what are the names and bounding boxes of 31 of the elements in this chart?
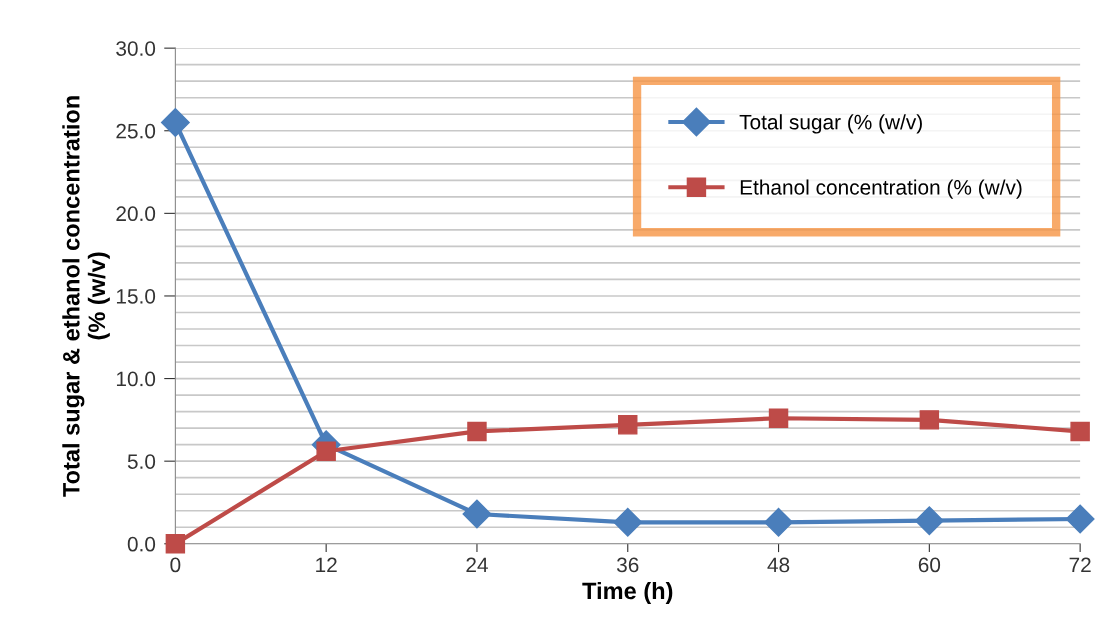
y-tick-label: 30.0: [116, 41, 156, 56]
y-tick-label: 25.0: [116, 123, 156, 139]
point: [618, 415, 638, 435]
point: [1065, 504, 1095, 534]
legend-label: Ethanol concentration (% (w/v): [740, 179, 1022, 199]
x-tick-label: 24: [466, 557, 488, 573]
y-axis-title: Total sugar & ethanol concentration (% (w/v): [62, 96, 110, 497]
y-tick-label: 20.0: [116, 206, 156, 222]
point: [165, 534, 186, 554]
point: [768, 408, 789, 428]
point: [1070, 421, 1090, 442]
y-tick-label: 10.0: [116, 371, 156, 387]
point: [316, 441, 336, 461]
y-tick-label: 15.0: [116, 288, 156, 304]
y-tick-label: 5.0: [127, 454, 156, 469]
point: [462, 499, 492, 529]
point: [919, 410, 940, 430]
x-tick-label: 72: [1069, 557, 1091, 573]
x-tick-label: 48: [767, 557, 790, 573]
x-axis-title: Time (h): [582, 581, 673, 604]
x-tick-label: 60: [918, 557, 941, 573]
point: [764, 507, 793, 537]
point: [467, 421, 487, 442]
point: [613, 507, 643, 537]
x-tick-label: 12: [316, 557, 337, 573]
y-tick-label: 0.0: [127, 536, 156, 552]
x-tick-label: 36: [616, 557, 639, 573]
point: [160, 108, 190, 137]
x-tick-label: 0: [170, 557, 181, 573]
legend-label: Total sugar (% (w/v): [739, 114, 922, 134]
point: [914, 506, 944, 536]
